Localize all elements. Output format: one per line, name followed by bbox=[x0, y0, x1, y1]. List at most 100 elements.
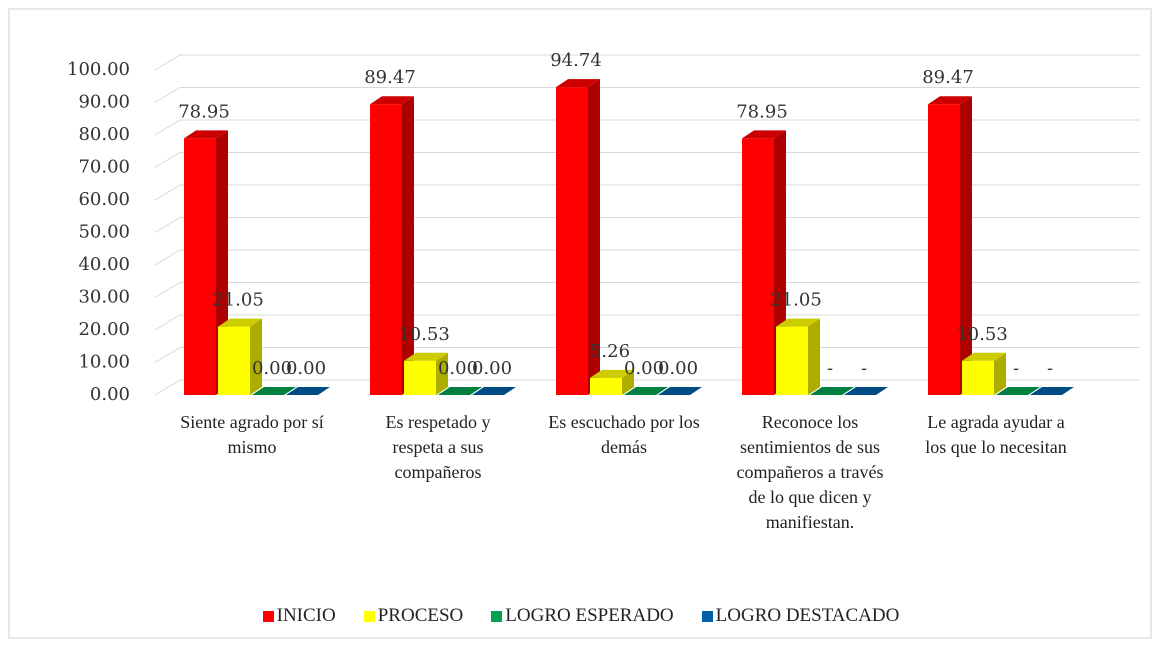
value-label: - bbox=[1013, 358, 1019, 379]
value-label: 0.00 bbox=[252, 358, 292, 379]
bar-top bbox=[928, 96, 972, 105]
bar-top bbox=[252, 387, 296, 395]
y-tick-label: 10.00 bbox=[78, 352, 130, 373]
value-label: 10.53 bbox=[956, 324, 1008, 345]
bar-top bbox=[556, 79, 600, 88]
grid-line bbox=[154, 184, 1140, 201]
legend-swatch bbox=[363, 610, 375, 622]
bar-side bbox=[250, 318, 262, 395]
bar-top bbox=[590, 369, 634, 378]
value-label: 78.95 bbox=[736, 101, 788, 122]
y-tick-label: 30.00 bbox=[78, 287, 130, 308]
value-label: 89.47 bbox=[922, 67, 974, 88]
value-label: 10.53 bbox=[398, 324, 450, 345]
x-tick-label: Le agrada ayudar a los que lo necesitan bbox=[925, 412, 1067, 457]
value-label: - bbox=[827, 358, 833, 379]
value-label: 0.00 bbox=[624, 358, 664, 379]
bar-side bbox=[994, 352, 1006, 395]
bar bbox=[996, 387, 1040, 395]
legend-swatch bbox=[491, 610, 503, 622]
bar bbox=[252, 387, 296, 395]
value-label: 78.95 bbox=[178, 101, 230, 122]
bar bbox=[404, 352, 448, 395]
bar bbox=[844, 387, 888, 395]
grid-line bbox=[154, 314, 1140, 331]
y-tick-label: 60.00 bbox=[78, 189, 130, 210]
bar-front bbox=[404, 360, 436, 395]
bar-front bbox=[776, 326, 808, 395]
legend-label: INICIO bbox=[276, 605, 336, 626]
chart-border bbox=[8, 8, 1152, 639]
y-tick-label: 70.00 bbox=[78, 157, 130, 178]
bar-top bbox=[996, 387, 1040, 395]
bar-top bbox=[776, 318, 820, 327]
value-label: 89.47 bbox=[364, 67, 416, 88]
value-label: - bbox=[861, 358, 867, 379]
bar-side bbox=[808, 318, 820, 395]
value-label: 21.05 bbox=[770, 290, 822, 311]
bar-front bbox=[928, 104, 960, 395]
bar-side bbox=[622, 369, 634, 395]
y-tick-label: 50.00 bbox=[78, 222, 130, 243]
bar-top bbox=[218, 318, 262, 327]
bar-top bbox=[438, 387, 482, 395]
grid-line bbox=[154, 282, 1140, 298]
bar bbox=[1030, 387, 1074, 395]
y-tick-label: 80.00 bbox=[78, 124, 130, 145]
bar-side bbox=[960, 96, 972, 395]
value-label: 94.74 bbox=[550, 50, 602, 71]
legend-label: LOGRO ESPERADO bbox=[505, 605, 674, 626]
bar bbox=[590, 369, 634, 395]
value-label: 0.00 bbox=[658, 358, 698, 379]
legend-swatch bbox=[701, 610, 713, 622]
grid-line bbox=[154, 217, 1140, 233]
bar-front bbox=[962, 360, 994, 395]
grid-line bbox=[154, 119, 1140, 136]
bar-top bbox=[962, 352, 1006, 361]
legend-item: LOGRO ESPERADO bbox=[491, 605, 674, 627]
bar-front bbox=[742, 138, 774, 395]
bar bbox=[218, 318, 262, 395]
bar bbox=[928, 96, 972, 395]
bar-front bbox=[370, 104, 402, 395]
bar bbox=[962, 352, 1006, 395]
bar-top bbox=[624, 387, 668, 395]
legend-swatch bbox=[262, 610, 274, 622]
grid-line bbox=[154, 87, 1140, 103]
legend: INICIO PROCESO LOGRO ESPERADO LOGRO DESTACA… bbox=[0, 605, 1162, 627]
bar-front bbox=[556, 87, 588, 395]
bar-top bbox=[658, 387, 702, 395]
legend-item: PROCESO bbox=[363, 605, 464, 627]
bar bbox=[776, 318, 820, 395]
grid-line bbox=[154, 54, 1140, 71]
bar bbox=[810, 387, 854, 395]
bar-top bbox=[1030, 387, 1074, 395]
value-label: 0.00 bbox=[438, 358, 478, 379]
bar bbox=[286, 387, 330, 395]
value-label: - bbox=[1047, 358, 1053, 379]
y-tick-label: 0.00 bbox=[90, 384, 130, 405]
bar bbox=[472, 387, 516, 395]
bar-top bbox=[742, 130, 786, 139]
grid-line bbox=[154, 152, 1140, 168]
legend-label: PROCESO bbox=[377, 605, 464, 626]
y-tick-label: 90.00 bbox=[78, 92, 130, 113]
bar bbox=[624, 387, 668, 395]
bar bbox=[438, 387, 482, 395]
bar-top bbox=[844, 387, 888, 395]
bar-top bbox=[472, 387, 516, 395]
legend-label: LOGRO DESTACADO bbox=[715, 605, 900, 626]
bar-side bbox=[436, 352, 448, 395]
value-label: 5.26 bbox=[590, 341, 630, 362]
y-tick-label: 40.00 bbox=[78, 254, 130, 275]
x-tick-label: Es respetado y respeta a sus compañeros bbox=[385, 412, 491, 482]
bar-side bbox=[402, 96, 414, 395]
bar-top bbox=[184, 130, 228, 139]
value-label: 0.00 bbox=[286, 358, 326, 379]
bar-top bbox=[370, 96, 414, 105]
value-label: 21.05 bbox=[212, 290, 264, 311]
grid-line bbox=[154, 249, 1140, 266]
bar bbox=[658, 387, 702, 395]
